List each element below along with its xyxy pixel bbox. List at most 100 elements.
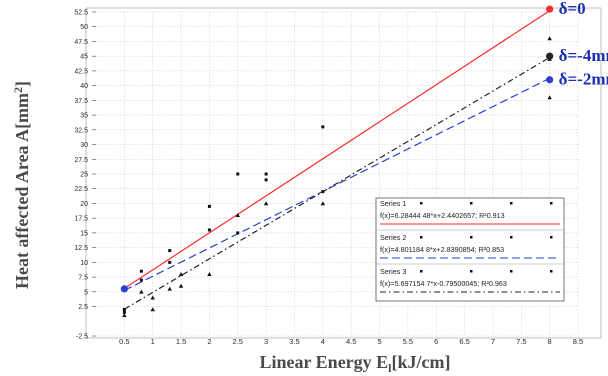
x-tick-label: 5.5	[403, 337, 413, 346]
fit-line	[124, 77, 550, 291]
y-tick-label: 22.5	[74, 186, 88, 193]
legend-marker	[470, 202, 473, 205]
x-tick-label: 3	[264, 337, 268, 346]
legend-marker	[510, 202, 513, 205]
legend-marker	[420, 202, 423, 205]
data-point	[122, 310, 126, 314]
legend-marker	[510, 236, 513, 239]
data-point	[207, 204, 211, 208]
legend-entry-equation: f(x)=6.28444 48*x+2.4402657; R²0.913	[380, 211, 505, 220]
data-point	[235, 213, 240, 218]
x-tick-label: 3.5	[289, 337, 299, 346]
x-axis-title-main: Linear Energy E	[260, 352, 389, 372]
legend-entry-equation: f(x)=4.801184 8*x+2.8390854; R²0.853	[380, 245, 504, 254]
legend-marker	[550, 236, 553, 239]
x-tick-label: 7.5	[516, 337, 526, 346]
x-tick-label: 1	[151, 337, 155, 346]
legend-marker	[420, 236, 423, 239]
y-tick-label: 5	[84, 289, 88, 296]
y-tick-labels: -2.5 2.5 5 7.5 10 12.5 15 17.5 20 22.5 25 27.5 30 32.…	[74, 10, 96, 341]
x-tick-label: 0.5	[119, 337, 129, 346]
data-point	[168, 249, 172, 253]
legend-marker	[510, 270, 513, 273]
data-point	[236, 172, 240, 176]
x-axis-title-rest: [kJ/cm]	[392, 352, 451, 372]
y-tick-label: 42.5	[74, 68, 88, 75]
data-points	[120, 5, 554, 318]
legend-marker	[550, 270, 553, 273]
y-tick-label: 37.5	[74, 98, 88, 105]
series-labels: δ=0 δ=-4mm δ=-2mm	[559, 0, 608, 89]
legend-box	[375, 197, 565, 302]
x-tick-label: 6	[434, 337, 438, 346]
legend-entry-equation: f(x)=5.697154 7*x-0.79500045; R²0.963	[380, 279, 507, 288]
x-tick-label: 8.5	[573, 337, 583, 346]
fit-line	[124, 56, 550, 310]
x-tick-label: 2	[207, 337, 211, 346]
y-tick-label: 20	[80, 201, 88, 208]
data-point	[139, 289, 144, 294]
fit-lines	[124, 10, 550, 310]
data-point	[207, 271, 212, 276]
y-tick-label: 50	[80, 24, 88, 31]
x-tick-label: 6.5	[459, 337, 469, 346]
y-tick-label: 32.5	[74, 127, 88, 134]
y-tick-label: 52.5	[74, 10, 88, 17]
y-tick-label: 12.5	[74, 245, 88, 252]
data-point	[264, 172, 268, 176]
series-label: δ=-2mm	[559, 70, 608, 89]
y-tick-label: 2.5	[78, 304, 88, 311]
data-point	[321, 190, 325, 194]
data-point	[207, 228, 211, 232]
data-point	[167, 286, 172, 291]
x-tick-labels: 0.5 1 1.5 2 2.5 3 3.5 4 4.5 5 5.5 6 6.5 7 7.5 8 8.5	[119, 337, 583, 346]
x-tick-label: 1.5	[176, 337, 186, 346]
endpoint-marker	[546, 52, 554, 60]
legend-marker	[420, 270, 423, 273]
x-tick-label: 7	[491, 337, 495, 346]
endpoint-marker	[120, 285, 128, 293]
data-point	[321, 125, 325, 129]
data-point	[178, 283, 184, 288]
x-axis-title-sub: l	[388, 361, 392, 375]
data-point	[547, 95, 552, 100]
legend-entry-name: Series 2	[380, 233, 406, 242]
endpoint-marker	[546, 76, 554, 84]
y-tick-label: 45	[80, 54, 88, 61]
x-tick-label: 4.5	[346, 337, 356, 346]
legend-marker	[470, 270, 473, 273]
fit-line	[124, 10, 550, 289]
x-tick-label: 8	[548, 337, 552, 346]
y-tick-label: 25	[80, 172, 88, 179]
y-axis-title-main: Heat affected Area A[mm	[12, 93, 32, 289]
data-point	[168, 260, 172, 264]
data-point	[547, 36, 552, 41]
data-point	[263, 201, 269, 206]
y-tick-label: 40	[80, 83, 88, 90]
legend-marker	[470, 236, 473, 239]
y-tick-label: 17.5	[74, 216, 88, 223]
data-point	[178, 271, 184, 276]
data-point	[150, 295, 155, 300]
x-tick-label: 5	[377, 337, 381, 346]
x-tick-label: 2.5	[233, 337, 243, 346]
endpoint-marker	[546, 5, 554, 13]
y-tick-label: 10	[80, 260, 88, 267]
data-point	[122, 313, 127, 318]
y-tick-label: 35	[80, 113, 88, 120]
data-point	[150, 307, 155, 312]
y-axis-title: Heat affected Area A[mm2]	[11, 81, 32, 289]
data-point	[122, 307, 126, 311]
data-point	[264, 178, 268, 182]
data-point	[139, 278, 143, 282]
y-tick-label: 7.5	[78, 275, 88, 282]
grid	[96, 11, 579, 337]
x-tick-label: 4	[321, 337, 325, 346]
y-axis-title-sup: 2	[11, 87, 25, 93]
y-tick-label: 30	[80, 142, 88, 149]
data-point	[236, 231, 240, 235]
data-point	[320, 201, 326, 206]
series-label: δ=-4mm	[559, 46, 608, 65]
legend: Series 1 f(x)=6.28444 48*x+2.4402657; R²0…	[375, 197, 565, 302]
